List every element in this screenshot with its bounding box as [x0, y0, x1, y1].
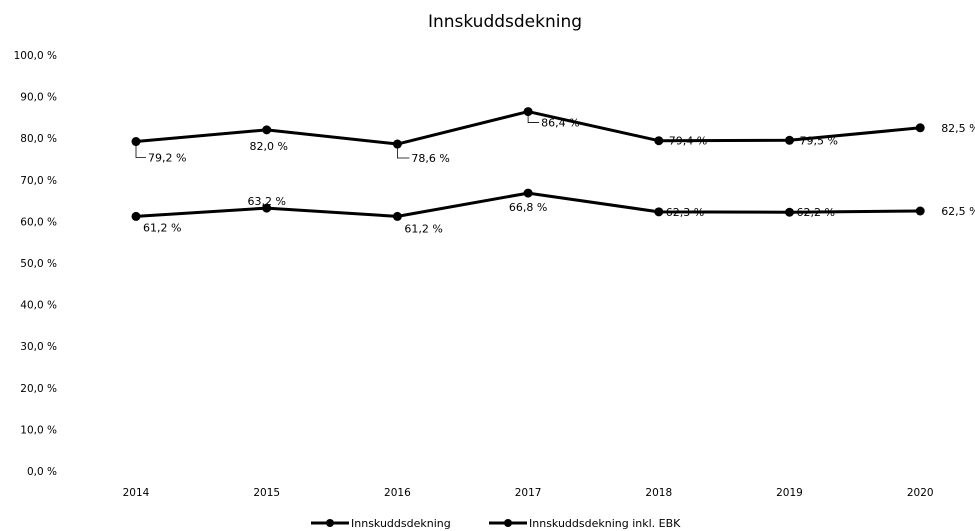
y-tick-label: 50,0 %: [20, 258, 57, 270]
data-point: [523, 107, 533, 117]
data-point: [392, 211, 402, 221]
data-label: 79,2 %: [148, 152, 186, 165]
y-tick-label: 10,0 %: [20, 424, 57, 436]
legend-label: Innskuddsdekning inkl. EBK: [529, 517, 681, 530]
y-tick-label: 90,0 %: [20, 92, 57, 104]
data-point: [785, 207, 794, 217]
series-2: 79,2 % 82,0 % 78,6 % 86,4 % 79,4 % 79,5 % 82,5…: [131, 107, 975, 165]
x-tick-label: 2014: [123, 487, 150, 499]
data-label: 79,5 %: [800, 134, 838, 147]
label-leader-line: [527, 115, 540, 123]
data-label: 62,3 %: [666, 206, 704, 219]
x-tick-label: 2019: [776, 487, 803, 499]
data-point: [915, 206, 925, 216]
legend-marker-icon: [326, 519, 334, 527]
y-tick-label: 100,0 %: [14, 50, 57, 62]
data-point: [262, 203, 272, 213]
legend-label: Innskuddsdekning: [351, 517, 451, 530]
series-1: 61,2 % 63,2 % 61,2 % 66,8 % 62,3 % 62,2 % 62,5…: [131, 188, 975, 235]
data-label: 82,0 %: [249, 140, 287, 153]
data-label: 86,4 %: [541, 117, 579, 130]
x-tick-label: 2017: [515, 487, 542, 499]
label-leader-line: [396, 148, 410, 159]
y-tick-label: 0,0 %: [27, 466, 57, 478]
y-tick-label: 70,0 %: [20, 175, 57, 187]
data-label: 79,4 %: [669, 135, 707, 148]
label-leader-line: [135, 145, 146, 158]
x-axis-ticks: 2014 2015 2016 2017 2018 2019 2020: [123, 487, 934, 499]
data-label: 61,2 %: [143, 221, 181, 234]
series-layer: 61,2 % 63,2 % 61,2 % 66,8 % 62,3 % 62,2 % 62,5…: [131, 107, 975, 235]
data-point: [262, 125, 272, 135]
y-tick-label: 30,0 %: [20, 341, 57, 353]
data-label: 63,2 %: [247, 195, 285, 208]
legend-marker-icon: [504, 519, 512, 527]
data-label: 82,5 %: [941, 122, 975, 135]
data-point: [785, 135, 794, 145]
y-tick-label: 80,0 %: [20, 133, 57, 145]
data-point: [654, 207, 664, 217]
legend: Innskuddsdekning Innskuddsdekning inkl. E…: [311, 517, 681, 530]
y-axis-ticks: 0,0 % 10,0 % 20,0 % 30,0 % 40,0 % 50,0 % 60,0 …: [14, 50, 57, 478]
data-point: [131, 211, 141, 221]
x-tick-label: 2016: [384, 487, 411, 499]
data-point: [915, 123, 925, 133]
x-tick-label: 2015: [253, 487, 280, 499]
data-point: [654, 136, 664, 146]
x-tick-label: 2020: [907, 487, 934, 499]
y-tick-label: 40,0 %: [20, 300, 57, 312]
data-label: 62,2 %: [797, 206, 835, 219]
data-point: [392, 139, 402, 149]
y-tick-label: 60,0 %: [20, 216, 57, 228]
chart-title: Innskuddsdekning: [428, 12, 582, 32]
data-label: 61,2 %: [404, 222, 442, 235]
y-tick-label: 20,0 %: [20, 383, 57, 395]
legend-item: Innskuddsdekning: [311, 517, 451, 530]
legend-item: Innskuddsdekning inkl. EBK: [489, 517, 681, 530]
x-tick-label: 2018: [645, 487, 672, 499]
data-point: [131, 137, 141, 147]
data-label: 66,8 %: [509, 201, 547, 214]
data-point: [523, 188, 533, 198]
data-label: 78,6 %: [411, 152, 449, 165]
data-label: 62,5 %: [941, 205, 975, 218]
